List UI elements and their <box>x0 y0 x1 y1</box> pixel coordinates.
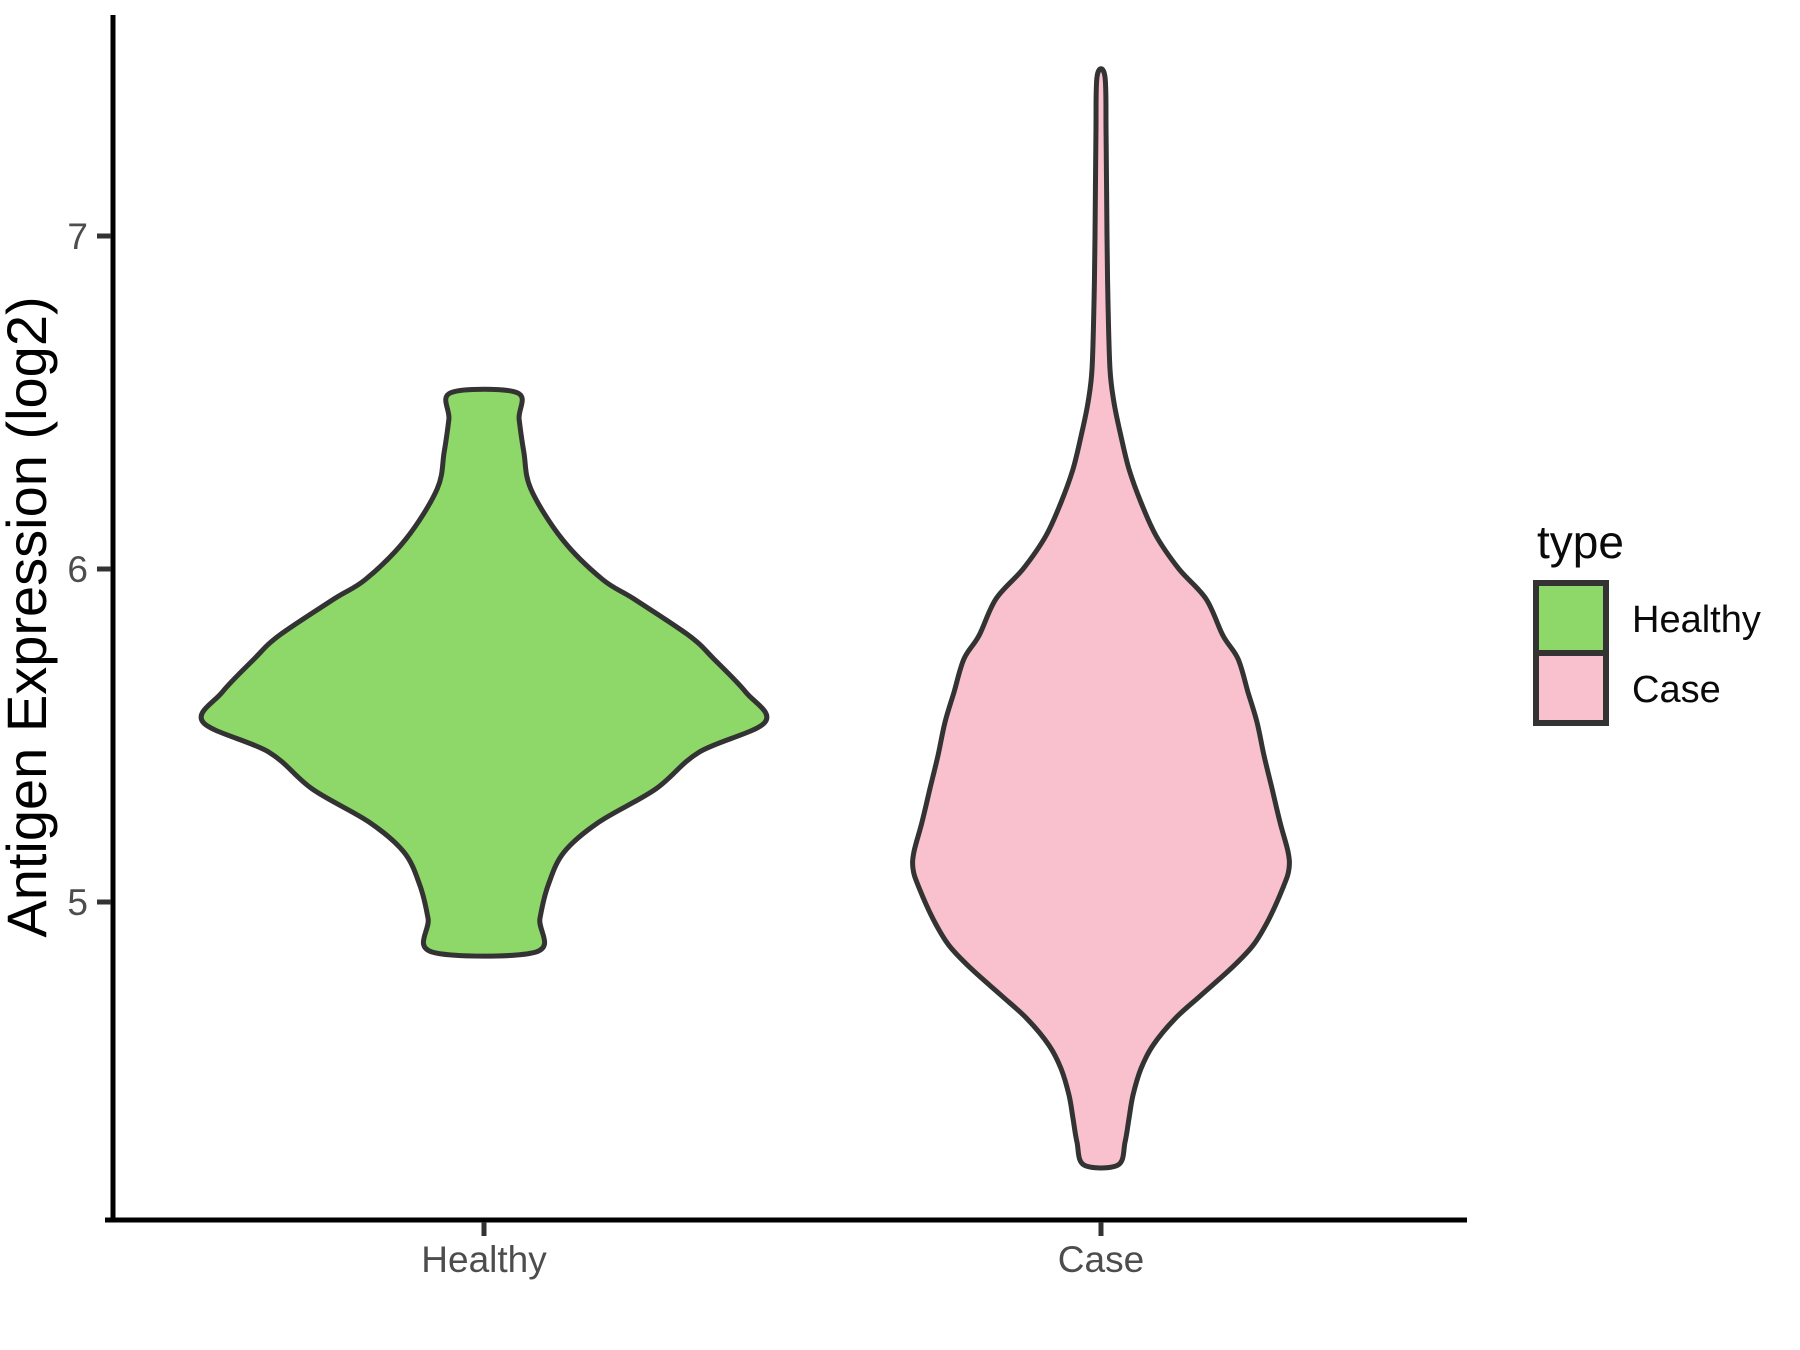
legend-key-healthy <box>1533 580 1609 656</box>
legend-key-case <box>1533 650 1609 726</box>
y-tick-label-6: 6 <box>67 549 88 590</box>
legend-label-healthy: Healthy <box>1632 599 1761 641</box>
y-axis-title: Antigen Expression (log2) <box>0 296 58 937</box>
legend-label-case: Case <box>1632 669 1721 711</box>
x-category-label-healthy: Healthy <box>421 1239 547 1280</box>
x-category-label-case: Case <box>1058 1239 1144 1280</box>
legend: type Healthy Case <box>1533 516 1761 726</box>
violin-case <box>910 66 1292 1171</box>
legend-title: type <box>1537 516 1624 568</box>
violins-group <box>198 66 1292 1171</box>
y-tick-label-5: 5 <box>67 882 88 923</box>
violin-healthy <box>198 386 770 959</box>
y-tick-label-7: 7 <box>67 216 88 257</box>
